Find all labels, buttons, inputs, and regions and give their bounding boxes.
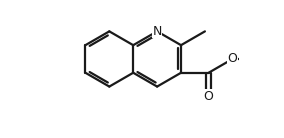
Text: O: O bbox=[204, 90, 214, 103]
Text: O: O bbox=[227, 52, 237, 65]
Text: N: N bbox=[153, 25, 162, 38]
